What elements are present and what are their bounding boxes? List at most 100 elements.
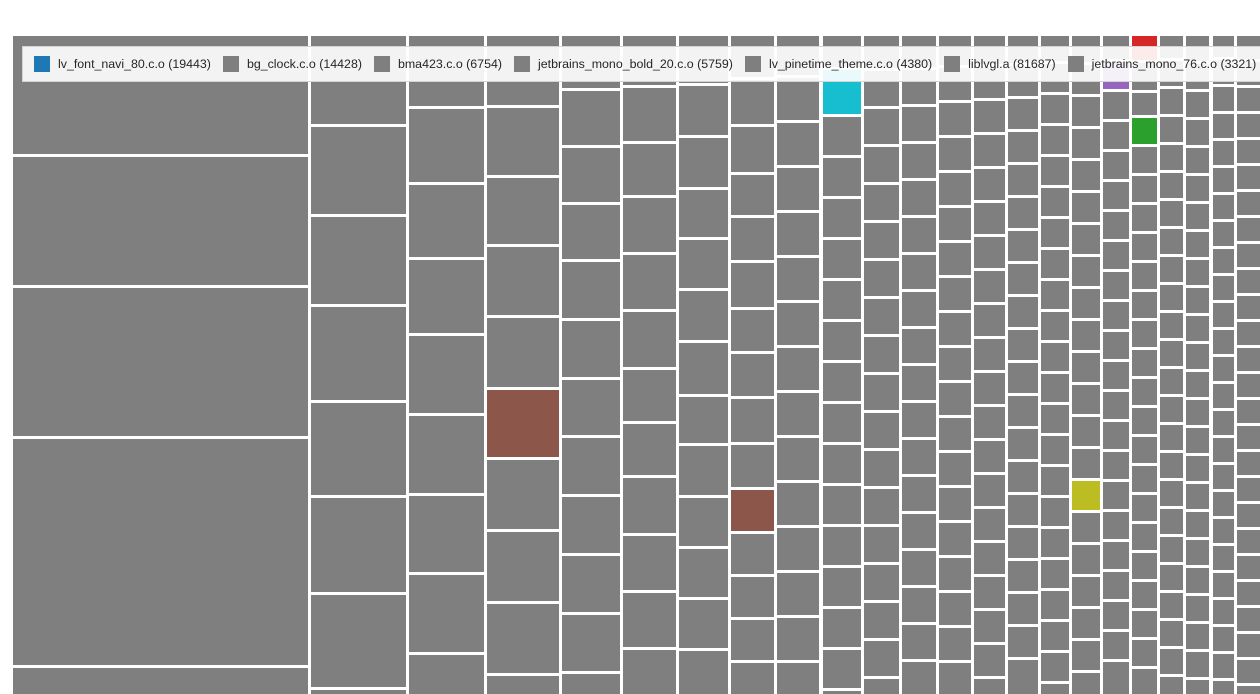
treemap-cell bbox=[311, 690, 406, 694]
treemap-cell bbox=[1041, 343, 1069, 371]
treemap-cell bbox=[1186, 372, 1209, 397]
treemap-cell bbox=[1103, 602, 1129, 629]
treemap-cell bbox=[1041, 312, 1069, 340]
treemap-cell bbox=[823, 609, 861, 647]
treemap-cell bbox=[409, 109, 484, 182]
treemap-cell bbox=[1237, 192, 1260, 215]
treemap-cell bbox=[1186, 344, 1209, 369]
treemap-cell bbox=[864, 375, 899, 410]
treemap-cell bbox=[1237, 400, 1260, 423]
treemap-cell bbox=[939, 593, 971, 625]
treemap-cell bbox=[864, 261, 899, 296]
treemap-cell bbox=[974, 679, 1005, 694]
treemap-cell bbox=[939, 488, 971, 520]
treemap-cell bbox=[1237, 114, 1260, 137]
treemap-cell bbox=[679, 600, 728, 648]
treemap-cell bbox=[13, 288, 308, 436]
treemap-cell bbox=[409, 185, 484, 257]
treemap-cell bbox=[409, 336, 484, 413]
treemap-cell bbox=[679, 343, 728, 394]
treemap-cell-highlight bbox=[487, 390, 559, 457]
treemap-cell bbox=[1132, 437, 1157, 463]
treemap-cell bbox=[1160, 341, 1183, 366]
treemap-cell bbox=[1237, 686, 1260, 694]
treemap-cell bbox=[777, 123, 819, 165]
treemap-cell bbox=[864, 413, 899, 448]
treemap-cell bbox=[562, 91, 620, 145]
treemap-cell bbox=[777, 393, 819, 435]
treemap-cell bbox=[902, 403, 936, 437]
treemap-cell bbox=[939, 418, 971, 450]
treemap-cell bbox=[1008, 231, 1038, 261]
treemap-cell bbox=[1237, 530, 1260, 553]
treemap-cell bbox=[1008, 396, 1038, 426]
treemap-cell bbox=[1160, 537, 1183, 562]
treemap-cell bbox=[1072, 449, 1100, 478]
treemap-cell bbox=[902, 144, 936, 178]
treemap-cell bbox=[864, 147, 899, 182]
treemap-cell bbox=[487, 178, 559, 244]
legend-item: bg_clock.c.o (14428) bbox=[222, 56, 362, 72]
treemap-cell bbox=[823, 158, 861, 196]
treemap-cell bbox=[1132, 205, 1157, 231]
treemap-cell bbox=[1041, 219, 1069, 247]
treemap-cell bbox=[777, 618, 819, 660]
treemap-cell bbox=[1186, 568, 1209, 593]
treemap-cell bbox=[1160, 369, 1183, 394]
treemap-cell bbox=[974, 101, 1005, 132]
treemap-cell bbox=[864, 109, 899, 144]
legend-swatch-icon bbox=[34, 56, 50, 72]
treemap-cell bbox=[1132, 669, 1157, 694]
treemap-cell bbox=[864, 527, 899, 562]
treemap-cell bbox=[731, 80, 774, 124]
treemap-cell bbox=[1160, 481, 1183, 506]
treemap-cell bbox=[1160, 257, 1183, 282]
treemap-cell bbox=[731, 534, 774, 574]
treemap-cell bbox=[1186, 652, 1209, 677]
treemap-cell bbox=[1213, 465, 1234, 489]
treemap-cell bbox=[974, 441, 1005, 472]
treemap-cell bbox=[731, 263, 774, 307]
treemap-cell bbox=[679, 446, 728, 495]
treemap-cell bbox=[1072, 161, 1100, 190]
treemap-cell bbox=[1237, 478, 1260, 501]
legend-item-label: jetbrains_mono_bold_20.c.o (5759) bbox=[537, 57, 733, 71]
treemap-cell bbox=[823, 568, 861, 606]
treemap-cell bbox=[939, 103, 971, 135]
treemap-cell bbox=[1237, 244, 1260, 267]
treemap-cell bbox=[1132, 263, 1157, 289]
treemap-cell bbox=[1008, 594, 1038, 624]
treemap-cell bbox=[1103, 542, 1129, 569]
treemap-cell bbox=[311, 498, 406, 592]
treemap-cell bbox=[1008, 627, 1038, 657]
treemap-cell bbox=[1008, 99, 1038, 129]
legend-swatch-icon bbox=[944, 56, 961, 72]
treemap-cell bbox=[939, 278, 971, 310]
treemap-cell bbox=[1072, 193, 1100, 222]
treemap-cell bbox=[1160, 621, 1183, 646]
treemap-cell bbox=[1041, 498, 1069, 526]
treemap-cell bbox=[974, 339, 1005, 370]
treemap-cell bbox=[902, 218, 936, 252]
treemap-cell bbox=[409, 496, 484, 572]
treemap-cell bbox=[1237, 426, 1260, 449]
treemap-cell bbox=[1041, 436, 1069, 464]
treemap-cell bbox=[1103, 212, 1129, 239]
treemap-cell bbox=[1132, 408, 1157, 434]
treemap-cell bbox=[1186, 148, 1209, 173]
treemap-cell bbox=[1132, 553, 1157, 579]
treemap-cell bbox=[864, 603, 899, 638]
treemap-cell bbox=[1213, 411, 1234, 435]
treemap-cell bbox=[409, 416, 484, 493]
treemap-cell bbox=[1213, 87, 1234, 111]
treemap-cell bbox=[777, 348, 819, 390]
treemap-cell bbox=[731, 127, 774, 172]
treemap-cell bbox=[974, 135, 1005, 166]
treemap-cell bbox=[562, 205, 620, 259]
treemap-cell bbox=[1237, 88, 1260, 111]
legend-item: bma423.c.o (6754) bbox=[373, 56, 502, 72]
treemap-cell bbox=[1213, 168, 1234, 192]
treemap-cell bbox=[1072, 225, 1100, 254]
treemap-cell bbox=[777, 483, 819, 525]
